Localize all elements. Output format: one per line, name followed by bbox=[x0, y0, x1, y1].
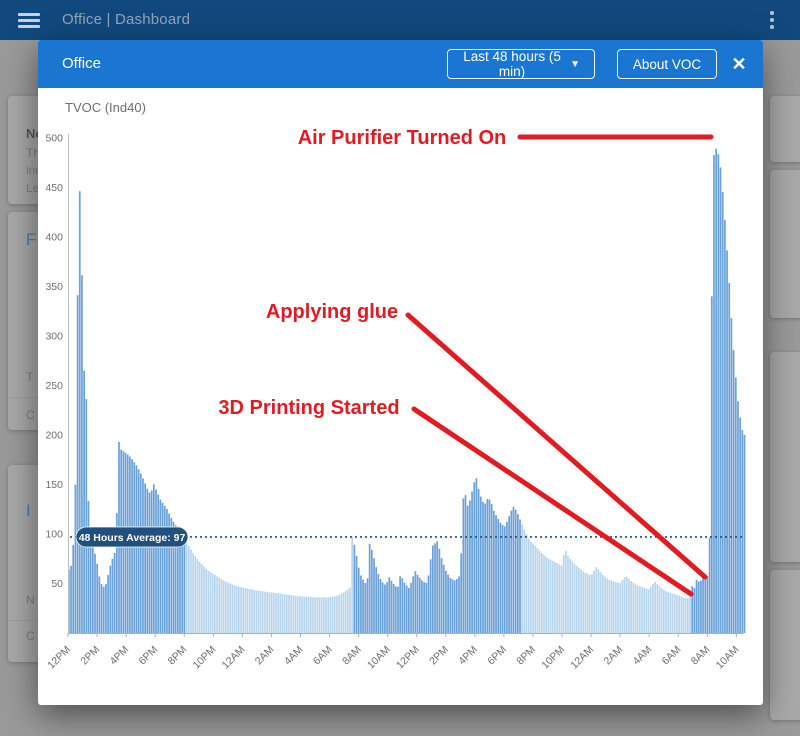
background-card-right-3 bbox=[770, 352, 800, 562]
svg-text:4PM: 4PM bbox=[107, 644, 131, 668]
svg-text:2PM: 2PM bbox=[427, 644, 451, 668]
svg-text:400: 400 bbox=[45, 232, 63, 244]
kebab-menu-icon[interactable] bbox=[770, 11, 774, 32]
annotation-applying-glue: Applying glue bbox=[266, 301, 398, 323]
annotation-air-purifier-turned-on: Air Purifier Turned On bbox=[298, 127, 507, 149]
app-bar-title: Office | Dashboard bbox=[62, 11, 191, 28]
time-range-dropdown[interactable]: Last 48 hours (5 min) ▼ bbox=[447, 49, 595, 79]
chart-title: TVOC (Ind40) bbox=[65, 100, 146, 115]
sensor-detail-modal: Office Last 48 hours (5 min) ▼ About VOC… bbox=[38, 40, 763, 705]
svg-text:6AM: 6AM bbox=[660, 644, 684, 668]
svg-text:6PM: 6PM bbox=[485, 644, 509, 668]
svg-text:12PM: 12PM bbox=[45, 644, 73, 672]
app-bar: Office | Dashboard bbox=[0, 0, 800, 40]
svg-text:250: 250 bbox=[45, 380, 63, 392]
svg-text:200: 200 bbox=[45, 430, 63, 442]
close-icon[interactable]: ✕ bbox=[731, 54, 747, 74]
svg-text:350: 350 bbox=[45, 281, 63, 293]
svg-text:50: 50 bbox=[51, 578, 63, 590]
about-voc-button[interactable]: About VOC bbox=[617, 49, 717, 79]
background-card-right-4 bbox=[770, 570, 800, 720]
svg-text:12AM: 12AM bbox=[220, 644, 248, 672]
svg-text:4AM: 4AM bbox=[631, 644, 655, 668]
svg-text:12AM: 12AM bbox=[568, 644, 596, 672]
svg-text:6AM: 6AM bbox=[311, 644, 335, 668]
svg-text:6PM: 6PM bbox=[137, 644, 161, 668]
time-range-label: Last 48 hours (5 min) bbox=[463, 49, 561, 79]
svg-text:2PM: 2PM bbox=[78, 644, 102, 668]
average-badge bbox=[75, 526, 189, 548]
svg-text:10PM: 10PM bbox=[191, 644, 219, 672]
svg-text:8AM: 8AM bbox=[340, 644, 364, 668]
svg-text:10AM: 10AM bbox=[714, 644, 742, 672]
chevron-down-icon: ▼ bbox=[570, 58, 580, 70]
svg-text:500: 500 bbox=[45, 133, 63, 145]
svg-text:48 Hours Average: 97: 48 Hours Average: 97 bbox=[79, 532, 186, 544]
svg-text:150: 150 bbox=[45, 479, 63, 491]
svg-text:4AM: 4AM bbox=[282, 644, 306, 668]
svg-text:10AM: 10AM bbox=[365, 644, 393, 672]
background-card-right-2 bbox=[770, 170, 800, 318]
annotation-3d-printing-started: 3D Printing Started bbox=[218, 397, 399, 419]
svg-text:8PM: 8PM bbox=[514, 644, 538, 668]
svg-text:8PM: 8PM bbox=[166, 644, 190, 668]
svg-text:2AM: 2AM bbox=[602, 644, 626, 668]
svg-text:8AM: 8AM bbox=[689, 644, 713, 668]
background-card-right-1 bbox=[770, 96, 800, 162]
modal-title: Office bbox=[62, 55, 101, 72]
svg-text:2AM: 2AM bbox=[253, 644, 277, 668]
svg-text:12PM: 12PM bbox=[394, 644, 422, 672]
modal-header: Office Last 48 hours (5 min) ▼ About VOC… bbox=[38, 40, 763, 88]
svg-text:4PM: 4PM bbox=[456, 644, 480, 668]
svg-text:300: 300 bbox=[45, 331, 63, 343]
hamburger-menu-icon[interactable] bbox=[18, 13, 40, 28]
svg-text:10PM: 10PM bbox=[539, 644, 567, 672]
svg-text:450: 450 bbox=[45, 182, 63, 194]
svg-text:100: 100 bbox=[45, 529, 63, 541]
